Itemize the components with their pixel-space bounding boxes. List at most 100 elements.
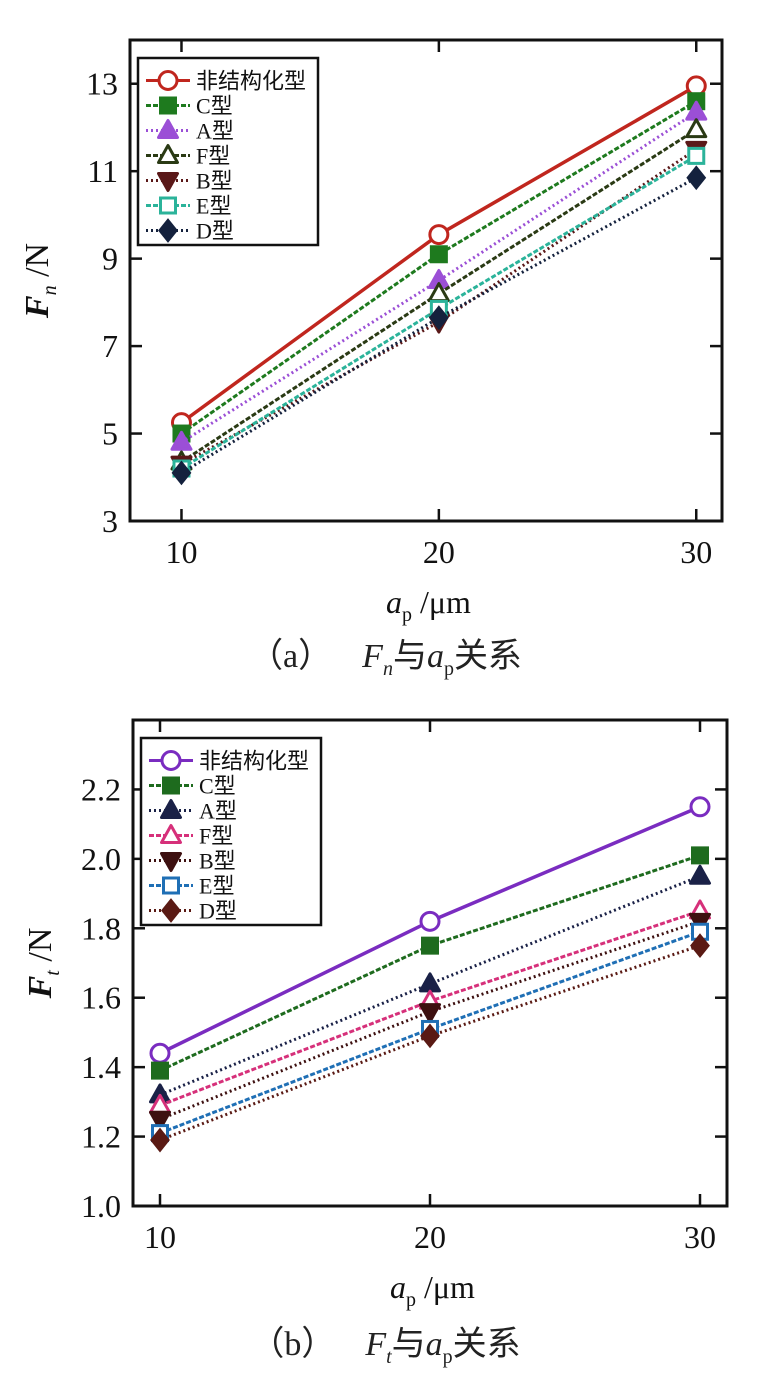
chart-a-legend-label-c-type: C型 [196, 94, 233, 119]
chart-a-y-axis-label-var: F [19, 295, 56, 319]
chart-b-series-c-type [151, 846, 709, 1080]
chart-a-line-c-type [180, 99, 698, 435]
caption-a-var: F [362, 638, 383, 675]
caption-b-tail: 关系 [452, 1326, 521, 1363]
chart-b-point-c-type [421, 936, 439, 955]
chart-a-legend-label-f-type: F型 [196, 144, 230, 169]
chart-b-point-a-type [419, 972, 441, 993]
caption-b-var: F [365, 1326, 387, 1363]
chart-b-y-axis-label: Ft /N [22, 928, 64, 1000]
chart-b-ytick-label: 1.0 [81, 1188, 121, 1224]
caption-a-tail: 关系 [453, 638, 522, 675]
chart-b-ytick-label: 1.2 [81, 1119, 121, 1155]
chart-b-legend-label-b-type: B型 [199, 849, 236, 874]
chart-ft-vs-ap: 1.0 1.2 1.4 1.6 1.8 2.0 2.2 10 20 30 ap /μm Ft /N 非结… [22, 718, 729, 1311]
caption-b-mid: 与 [391, 1326, 426, 1363]
chart-b-point-b-type [419, 1003, 441, 1024]
chart-b-x-axis-label-sub: p [406, 1289, 416, 1311]
chart-a-point-f-type [685, 118, 708, 139]
chart-a-legend-label-a-type: A型 [196, 119, 234, 144]
chart-b-legend-label-f-type: F型 [199, 824, 233, 849]
chart-b-point-c-type [151, 1061, 169, 1080]
chart-a-ytick-label: 9 [102, 241, 118, 277]
caption-a-var2-sub: p [443, 657, 454, 680]
chart-b-point-d-type [690, 933, 710, 959]
chart-a-y-axis-label-unit: /N [19, 243, 56, 286]
chart-b-legend-label-e-type: E型 [199, 874, 234, 899]
chart-a-point-e-type [687, 146, 706, 165]
chart-a-ytick-label: 13 [86, 66, 118, 102]
chart-b-ytick-label: 1.4 [81, 1049, 121, 1085]
chart-b-x-axis-label: ap /μm [390, 1269, 475, 1311]
chart-b-point-unstructured [419, 910, 441, 932]
chart-a-y-axis-label-sub: n [39, 285, 61, 295]
chart-b-legend-label-a-type: A型 [199, 799, 237, 824]
chart-a-legend-marker-unstructured [157, 70, 179, 91]
chart-a-point-d-type [428, 305, 449, 331]
chart-a-x-axis-label: ap /μm [386, 584, 471, 626]
chart-b-series-b-type [149, 912, 711, 1131]
chart-a-legend-marker-c-type [159, 96, 177, 115]
caption-b: （b） Ft与ap关系 [0, 1316, 771, 1369]
chart-b-y-axis-label-sub: t [42, 970, 64, 976]
chart-b-point-unstructured [689, 796, 711, 818]
chart-b-legend-marker-b-type [160, 852, 182, 872]
caption-b-var2-sub: p [442, 1345, 453, 1368]
chart-b-point-unstructured [149, 1042, 171, 1064]
chart-a-x-axis-label-sub: p [402, 604, 412, 626]
chart-b-y-axis-label-unit: /N [22, 928, 59, 971]
chart-b-series-a-type [149, 864, 711, 1104]
chart-b-series-unstructured [149, 796, 711, 1064]
chart-a-legend-marker-d-type [158, 218, 178, 243]
chart-b-ytick-label: 1.6 [81, 980, 121, 1016]
chart-b-legend-marker-e-type [162, 876, 180, 895]
chart-a-legend-marker-f-type [157, 144, 179, 164]
chart-a-ytick-label: 3 [102, 503, 118, 539]
chart-b-y-axis-label-var: F [22, 975, 59, 999]
chart-a-legend-marker-a-type [157, 119, 179, 139]
chart-b-legend-marker-c-type [162, 776, 180, 795]
chart-a-point-c-type [429, 245, 448, 264]
chart-a-line-b-type [180, 148, 698, 466]
caption-b-var2: a [425, 1326, 443, 1363]
chart-a-plot-frame [128, 38, 724, 523]
chart-fn-vs-ap: 3 5 7 9 11 13 10 20 30 ap /μm Fn /N 非结构化型C型A型F型B型E型… [19, 38, 724, 626]
chart-a-line-f-type [180, 128, 698, 464]
chart-b-ytick-label: 2.2 [81, 771, 121, 807]
chart-b-point-d-type [420, 1023, 440, 1049]
chart-a-point-a-type [170, 430, 193, 451]
chart-a-legend-label-unstructured: 非结构化型 [196, 69, 306, 94]
chart-b-legend-marker-unstructured [160, 750, 182, 771]
chart-a-xtick-label: 10 [165, 534, 197, 570]
chart-b-legend-label-c-type: C型 [199, 774, 236, 799]
caption-b-label: （b） [250, 1326, 336, 1363]
chart-b-point-a-type [689, 864, 711, 885]
caption-b-var-sub: t [386, 1345, 392, 1368]
caption-a-label: （a） [249, 638, 333, 675]
chart-b-legend-marker-f-type [160, 824, 182, 844]
caption-a: （a） Fn与ap关系 [0, 628, 771, 681]
chart-b-legend-label-d-type: D型 [199, 899, 237, 924]
caption-a-mid: 与 [392, 638, 427, 675]
chart-b-legend-marker-d-type [161, 898, 181, 923]
caption-a-var-sub: n [382, 657, 393, 680]
chart-b-xtick-label: 10 [144, 1219, 176, 1255]
chart-a-legend-label-d-type: D型 [196, 219, 234, 244]
chart-b-point-b-type [149, 1110, 171, 1131]
chart-a-legend-marker-e-type [159, 196, 177, 215]
chart-b-point-d-type [150, 1127, 170, 1153]
chart-a-legend-label-e-type: E型 [196, 194, 231, 219]
chart-a-point-unstructured [685, 75, 707, 97]
chart-a-ytick-label: 7 [102, 328, 118, 364]
chart-a-point-unstructured [428, 224, 450, 246]
chart-b-x-axis-label-var: a [390, 1269, 406, 1305]
chart-a-xtick-label: 20 [423, 534, 455, 570]
chart-b-line-d-type [159, 944, 701, 1142]
chart-a-line-a-type [180, 110, 698, 444]
chart-b-xtick-label: 30 [684, 1219, 716, 1255]
chart-a-y-axis-label: Fn /N [19, 243, 61, 319]
chart-a-point-d-type [686, 165, 707, 191]
chart-b-point-c-type [691, 846, 709, 865]
